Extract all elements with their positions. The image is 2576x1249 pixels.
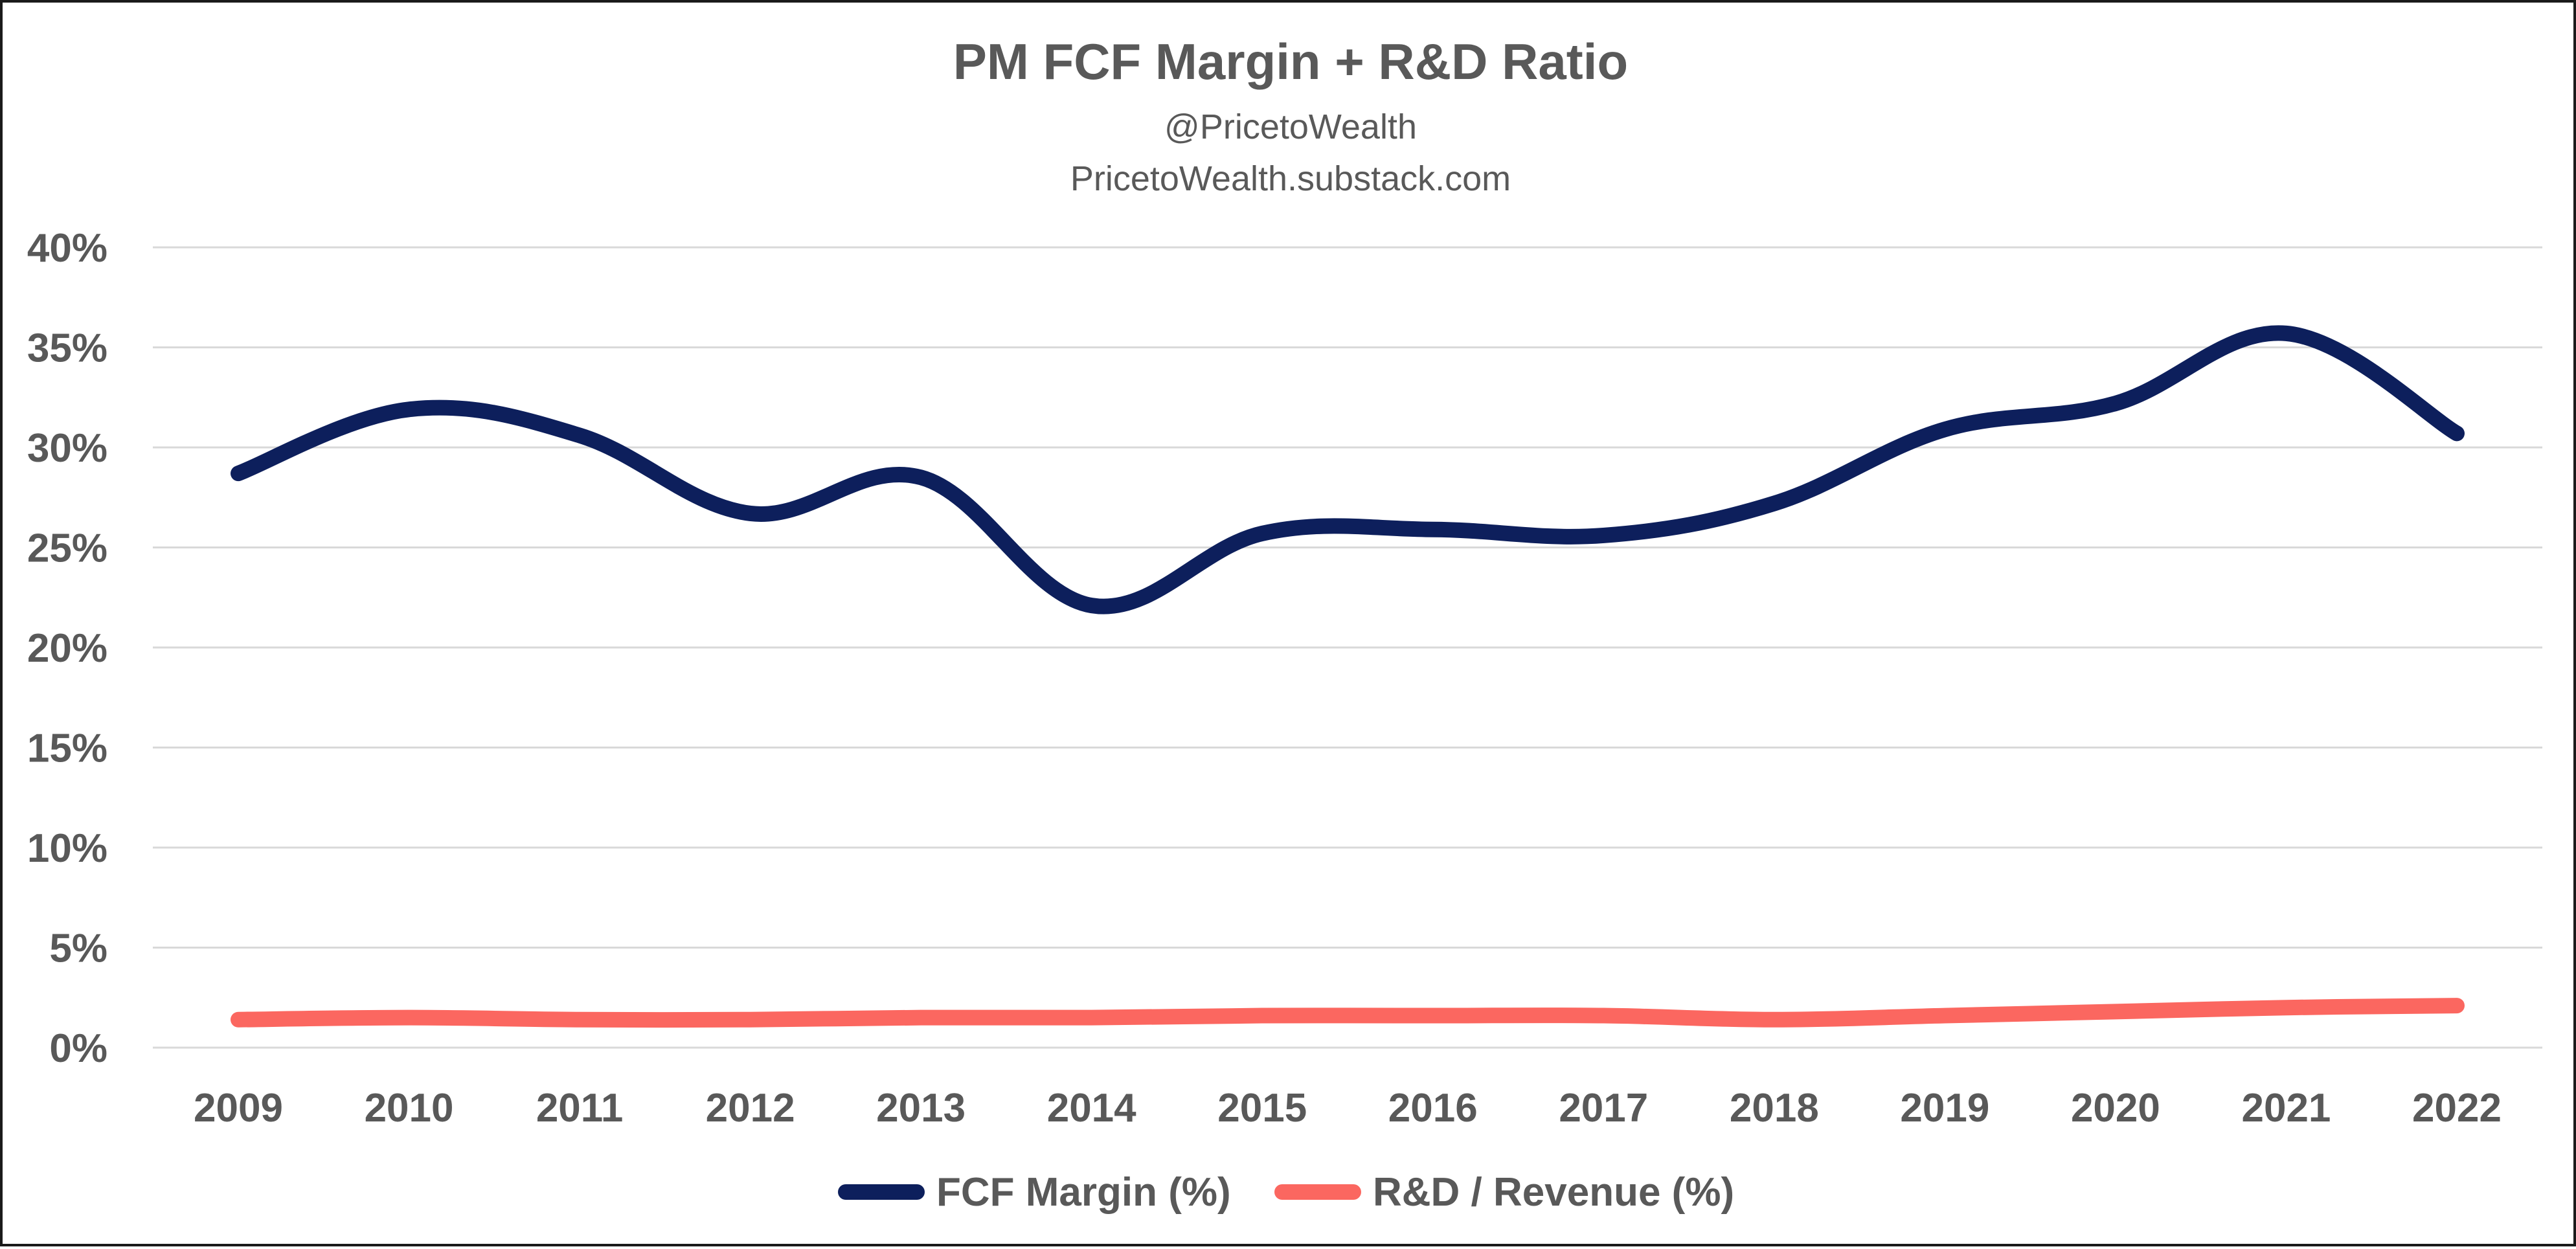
- y-axis-tick-labels: 0% 5% 10% 15% 20% 25% 30% 35% 40%: [27, 226, 107, 1071]
- y-tick-label: 35%: [27, 326, 107, 371]
- series-lines: [231, 325, 2465, 1028]
- y-tick-label: 15%: [27, 726, 107, 771]
- y-tick-label: 25%: [27, 526, 107, 571]
- y-tick-label: 10%: [27, 826, 107, 871]
- x-tick-label: 2018: [1730, 1086, 1819, 1131]
- y-tick-label: 5%: [49, 927, 107, 971]
- x-tick-label: 2020: [2071, 1086, 2160, 1131]
- x-tick-label: 2013: [876, 1086, 966, 1131]
- chart-subtitle-handle: @PricetoWealth: [1164, 107, 1417, 146]
- y-tick-label: 0%: [49, 1026, 107, 1071]
- y-tick-label: 40%: [27, 226, 107, 271]
- x-tick-label: 2022: [2412, 1086, 2502, 1131]
- x-tick-label: 2015: [1217, 1086, 1307, 1131]
- x-tick-label: 2014: [1047, 1086, 1136, 1131]
- line-chart: PM FCF Margin + R&D Ratio @PricetoWealth…: [27, 33, 2542, 1215]
- x-tick-label: 2011: [536, 1086, 624, 1131]
- legend-label: FCF Margin (%): [936, 1170, 1231, 1215]
- y-tick-label: 30%: [27, 426, 107, 471]
- chart-title: PM FCF Margin + R&D Ratio: [953, 33, 1628, 90]
- x-tick-label: 2016: [1388, 1086, 1478, 1131]
- x-tick-label: 2009: [194, 1086, 283, 1131]
- gridlines: [153, 246, 2542, 1049]
- legend: FCF Margin (%) R&D / Revenue (%): [838, 1170, 1734, 1215]
- chart-subtitle-site: PricetoWealth.substack.com: [1070, 159, 1511, 198]
- y-tick-label: 20%: [27, 626, 107, 671]
- legend-label: R&D / Revenue (%): [1373, 1170, 1734, 1215]
- x-tick-label: 2010: [365, 1086, 454, 1131]
- x-tick-label: 2012: [706, 1086, 795, 1131]
- series-line-1: [231, 998, 2465, 1028]
- series-line-0: [231, 325, 2465, 614]
- x-tick-label: 2019: [1900, 1086, 1989, 1131]
- x-axis-tick-labels: 2009 2010 2011 2012 2013 2014 2015 2016 2017 2018…: [194, 1086, 2502, 1131]
- x-tick-label: 2017: [1559, 1086, 1648, 1131]
- x-tick-label: 2021: [2241, 1086, 2331, 1131]
